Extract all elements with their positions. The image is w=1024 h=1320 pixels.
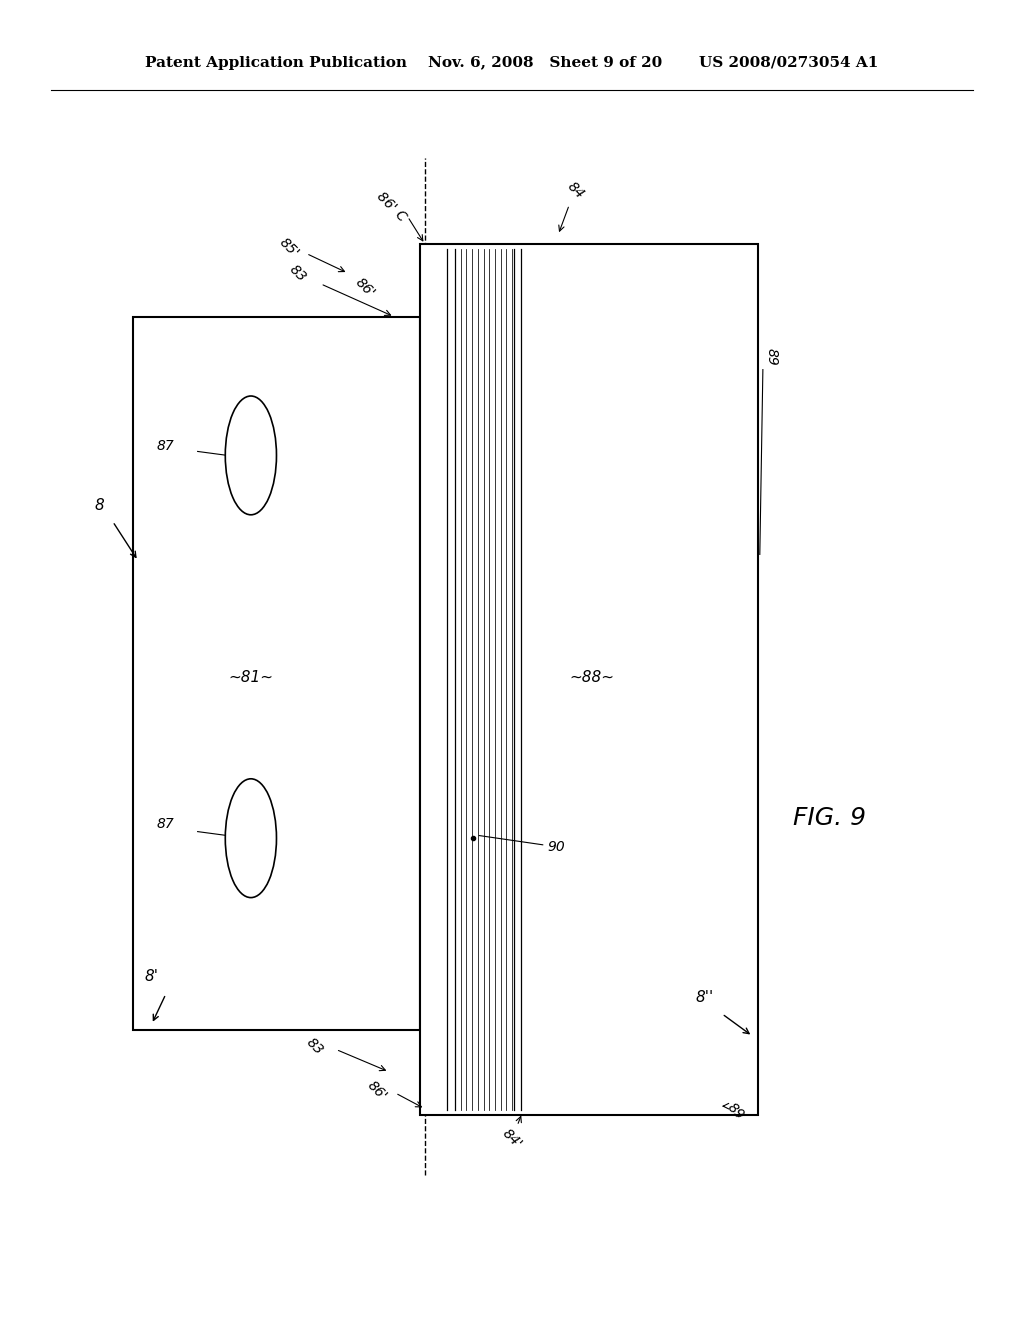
Text: 86' C: 86' C: [374, 190, 409, 224]
Text: 84': 84': [500, 1126, 524, 1152]
Text: 86': 86': [352, 275, 377, 301]
Text: 87: 87: [157, 440, 175, 453]
Text: FIG. 9: FIG. 9: [793, 807, 866, 830]
Text: ~81~: ~81~: [228, 669, 273, 685]
Text: 90: 90: [547, 841, 565, 854]
Text: 83: 83: [303, 1035, 326, 1059]
Bar: [420, 244, 758, 1115]
Text: 84: 84: [564, 178, 587, 202]
Text: 8': 8': [144, 969, 159, 985]
Bar: [133, 317, 420, 1030]
Text: 87: 87: [157, 817, 175, 830]
Text: 83: 83: [287, 261, 309, 285]
Ellipse shape: [225, 396, 276, 515]
Text: 89: 89: [764, 347, 778, 366]
Text: 86': 86': [365, 1077, 389, 1104]
Text: 8'': 8'': [695, 990, 714, 1006]
Ellipse shape: [225, 779, 276, 898]
Text: ~88~: ~88~: [569, 669, 614, 685]
Text: 85': 85': [276, 235, 301, 261]
Text: 8: 8: [94, 498, 104, 513]
Text: 89: 89: [724, 1100, 746, 1123]
Text: Patent Application Publication    Nov. 6, 2008   Sheet 9 of 20       US 2008/027: Patent Application Publication Nov. 6, 2…: [145, 57, 879, 70]
